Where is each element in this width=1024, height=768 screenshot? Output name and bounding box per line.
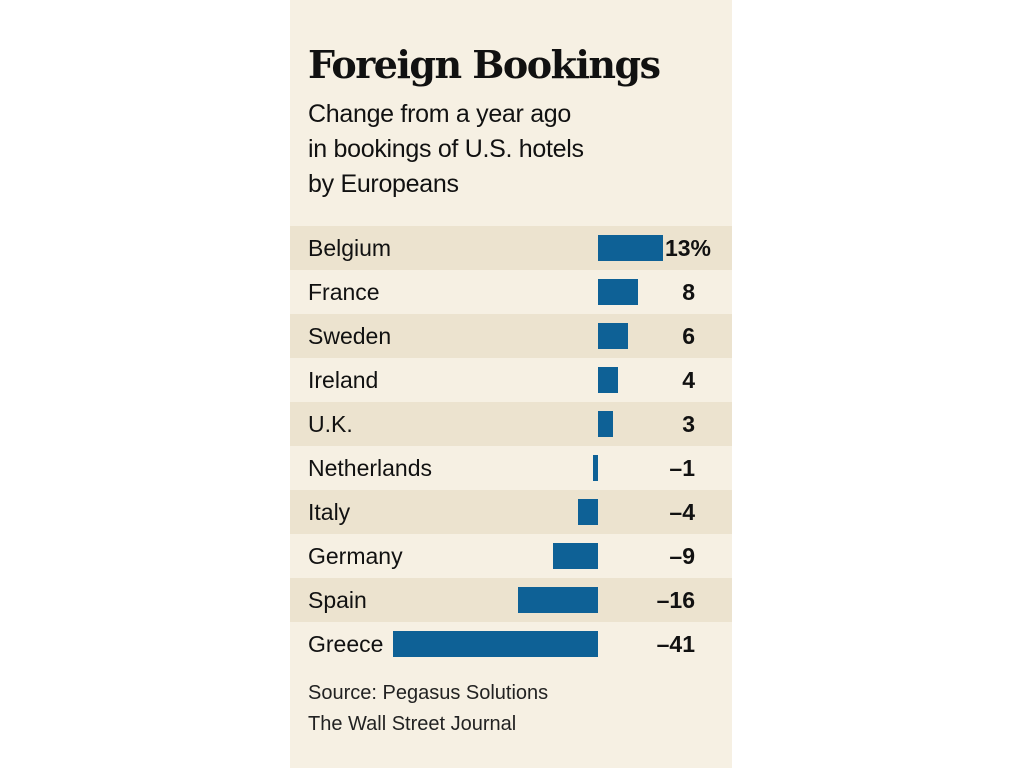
bar	[593, 455, 598, 481]
chart-title: Foreign Bookings	[308, 42, 661, 87]
category-label: U.K.	[308, 411, 353, 437]
row-stripe	[290, 578, 732, 622]
source-note: Source: Pegasus Solutions	[308, 682, 549, 704]
value-label: –9	[669, 543, 695, 569]
value-label: 8	[682, 279, 695, 305]
publisher-note: The Wall Street Journal	[308, 713, 517, 735]
category-label: Germany	[308, 543, 403, 569]
chart-panel: Foreign Bookings Change from a year ago …	[290, 0, 732, 768]
row-stripe	[290, 402, 732, 446]
category-label: Spain	[308, 587, 367, 613]
category-label: Belgium	[308, 235, 391, 261]
category-label: Italy	[308, 499, 351, 525]
row-stripe	[290, 314, 732, 358]
category-label: Ireland	[308, 367, 378, 393]
value-label: –16	[657, 587, 695, 613]
value-label: 4	[682, 367, 695, 393]
chart-subtitle-line-3: by Europeans	[308, 170, 459, 198]
value-label: 13%	[665, 235, 711, 261]
bar	[598, 235, 663, 261]
bar-chart: Belgium 13% France 8 Sweden 6 Ireland 4 U.K. 3 Net…	[290, 226, 732, 657]
bar	[598, 411, 613, 437]
bar	[393, 631, 598, 657]
category-label: Sweden	[308, 323, 391, 349]
bar	[598, 279, 638, 305]
bar	[598, 323, 628, 349]
bar	[518, 587, 598, 613]
value-label: 3	[682, 411, 695, 437]
category-label: France	[308, 279, 380, 305]
value-label: –4	[669, 499, 695, 525]
bar	[553, 543, 598, 569]
bar	[598, 367, 618, 393]
chart-subtitle-line-1: Change from a year ago	[308, 100, 572, 128]
value-label: –41	[657, 631, 696, 657]
value-label: –1	[669, 455, 695, 481]
category-label: Netherlands	[308, 455, 432, 481]
value-label: 6	[682, 323, 695, 349]
category-label: Greece	[308, 631, 383, 657]
chart-subtitle-line-2: in bookings of U.S. hotels	[308, 135, 584, 163]
bar	[578, 499, 598, 525]
row-stripe	[290, 490, 732, 534]
